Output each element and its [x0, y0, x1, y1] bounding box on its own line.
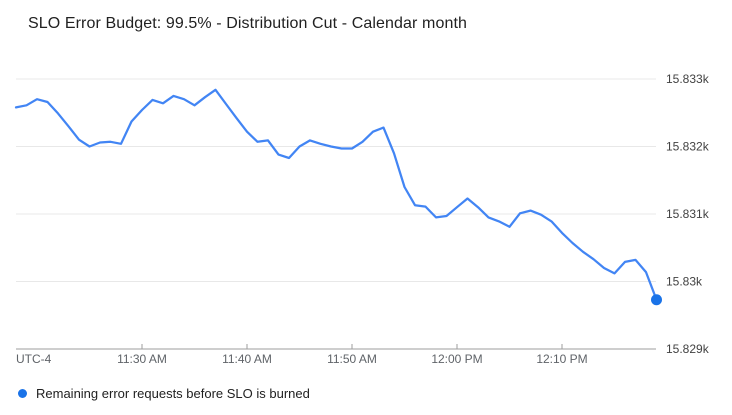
y-axis-tick-label: 15.831k [666, 207, 710, 221]
legend-label: Remaining error requests before SLO is b… [36, 386, 310, 401]
y-axis-tick-label: 15.832k [666, 140, 710, 154]
legend-marker-icon [18, 389, 27, 398]
y-axis-tick-label: 15.833k [666, 72, 710, 86]
x-axis-timezone-label: UTC-4 [16, 352, 52, 366]
y-axis-tick-label: 15.83k [666, 275, 703, 289]
x-axis-tick-label: 11:40 AM [222, 352, 272, 366]
x-axis-tick-label: 12:00 PM [431, 352, 482, 366]
series-line[interactable] [14, 88, 658, 301]
x-axis-tick-label: 11:30 AM [117, 352, 167, 366]
x-axis-tick-label: 12:10 PM [536, 352, 587, 366]
chart-title: SLO Error Budget: 99.5% - Distribution C… [28, 15, 467, 32]
chart-legend[interactable]: Remaining error requests before SLO is b… [18, 386, 310, 401]
series-end-point[interactable] [651, 294, 662, 306]
y-axis-tick-label: 15.829k [666, 342, 710, 356]
x-axis-tick-label: 11:50 AM [327, 352, 377, 366]
